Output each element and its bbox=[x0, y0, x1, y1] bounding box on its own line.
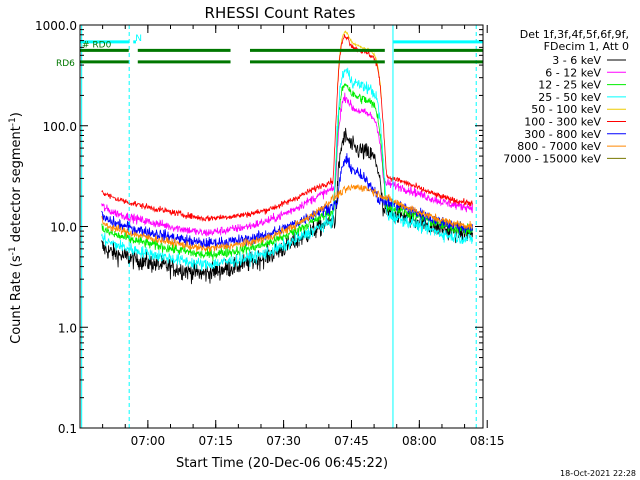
legend-label: 3 - 6 keV bbox=[552, 54, 601, 67]
y-tick-label: 0.1 bbox=[58, 422, 77, 436]
x-axis: 07:00 07:15 07:30 07:45 08:00 08:15 bbox=[79, 25, 505, 448]
series-line-6-12-kev bbox=[101, 92, 473, 238]
y-tick-label: 1000.0 bbox=[35, 19, 77, 33]
legend-label: 6 - 12 keV bbox=[545, 66, 601, 79]
legend-label: 50 - 100 keV bbox=[531, 103, 601, 116]
legend-header-line: Det 1f,3f,4f,5f,6f,9f, bbox=[520, 28, 629, 41]
footer-timestamp: 18-Oct-2021 22:28 bbox=[560, 469, 636, 478]
x-tick-label: 07:00 bbox=[131, 434, 166, 448]
flag-label-rd0: # RD0 bbox=[82, 40, 112, 50]
chart-title: RHESSI Count Rates bbox=[205, 4, 356, 22]
series-line-25-50-kev bbox=[101, 67, 473, 272]
legend-header-line: FDecim 1, Att 0 bbox=[544, 40, 629, 53]
y-tick-label: 10.0 bbox=[50, 221, 77, 235]
flag-label-n: N bbox=[135, 34, 142, 44]
x-tick-label: 07:15 bbox=[198, 434, 233, 448]
series-line-800-7000-kev bbox=[101, 183, 473, 253]
x-tick-label: 08:00 bbox=[402, 434, 437, 448]
y-axis: 0.1 1.0 10.0 100.0 1000.0 bbox=[35, 19, 483, 436]
x-tick-label: 08:15 bbox=[470, 434, 505, 448]
y-tick-label: 1.0 bbox=[58, 321, 77, 335]
x-axis-label: Start Time (20-Dec-06 06:45:22) bbox=[176, 456, 388, 471]
y-axis-label: Count Rate (s-1 detector segment-1) bbox=[8, 112, 24, 344]
legend-label: 7000 - 15000 keV bbox=[503, 152, 601, 165]
legend-label: 800 - 7000 keV bbox=[517, 140, 601, 153]
legend: Det 1f,3f,4f,5f,6f,9f,FDecim 1, Att 03 -… bbox=[503, 28, 629, 165]
legend-label: 25 - 50 keV bbox=[538, 91, 601, 104]
legend-label: 100 - 300 keV bbox=[524, 116, 601, 129]
x-tick-label: 07:45 bbox=[334, 434, 369, 448]
legend-label: 300 - 800 keV bbox=[524, 128, 601, 141]
flag-label-rd6: RD6 bbox=[56, 59, 75, 69]
series-line-100-300-kev bbox=[101, 34, 473, 222]
legend-label: 12 - 25 keV bbox=[538, 79, 601, 92]
y-tick-label: 100.0 bbox=[43, 120, 77, 134]
series-line-50-100-kev bbox=[337, 30, 382, 100]
x-tick-label: 07:30 bbox=[266, 434, 301, 448]
